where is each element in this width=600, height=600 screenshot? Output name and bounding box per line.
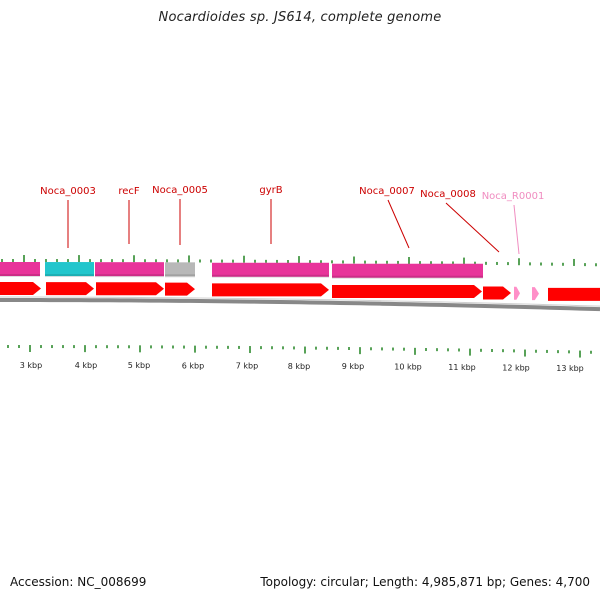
scale-label: 10 kbp (394, 362, 422, 371)
feature-bar (95, 262, 164, 277)
scale-label: 12 kbp (502, 363, 530, 372)
gene-label: Noca_0007 (359, 186, 415, 197)
feature-bar (165, 262, 195, 277)
backbone-highlight (0, 296, 600, 307)
scale-label: 3 kbp (20, 361, 42, 370)
cds-arrow (548, 287, 600, 301)
cds-arrow (212, 283, 329, 297)
gene-labels: Noca_0003 recF Noca_0005 gyrB Noca_0007 Noca_… (40, 185, 544, 202)
scale-label: 13 kbp (556, 364, 584, 373)
feature-bar (332, 263, 483, 278)
leader-line (445, 202, 500, 253)
backbone-line (0, 298, 600, 312)
feature-bar-shade (212, 274, 329, 278)
cds-arrow (96, 282, 164, 296)
gene-label: Noca_0008 (420, 189, 476, 200)
feature-tracks (0, 262, 600, 301)
gene-label: recF (118, 186, 140, 197)
feature-bar (45, 262, 94, 277)
rna-arrow (514, 286, 520, 300)
gene-label: Noca_R0001 (482, 191, 545, 202)
cds-arrow (0, 282, 41, 296)
scale-labels: 3 kbp 4 kbp 5 kbp 6 kbp 7 kbp 8 kbp 9 kbp 10 kb… (20, 361, 584, 373)
scale-tick-track (7, 345, 592, 358)
accession-text: Accession: NC_008699 (10, 575, 147, 589)
map-title: Nocardioides sp. JS614, complete genome (158, 10, 442, 25)
feature-bar (0, 262, 40, 277)
feature-bar-shade (165, 274, 195, 278)
feature-bar-shade (45, 274, 94, 278)
gene-label: Noca_0005 (152, 185, 208, 196)
cds-arrow (483, 286, 511, 300)
feature-bar-shade (95, 274, 164, 278)
scale-label: 7 kbp (236, 362, 258, 371)
genome-summary-text: Topology: circular; Length: 4,985,871 bp… (260, 575, 590, 589)
leader-line (513, 204, 520, 255)
scale-label: 11 kbp (448, 363, 476, 372)
scale-label: 4 kbp (75, 361, 97, 370)
upper-tick-track (1, 255, 597, 267)
cds-arrow (332, 284, 482, 298)
cds-arrow (46, 282, 94, 296)
leader-line (387, 199, 410, 249)
genome-backbone (0, 296, 600, 312)
feature-bar-shade (0, 274, 40, 278)
feature-bar (212, 262, 329, 277)
scale-label: 6 kbp (182, 361, 204, 370)
cds-arrow (165, 282, 195, 296)
scale-label: 9 kbp (342, 362, 364, 371)
scale-label: 5 kbp (128, 361, 150, 370)
gene-label: Noca_0003 (40, 186, 96, 197)
feature-bar-shade (332, 275, 483, 279)
rna-arrow (532, 287, 539, 301)
label-leader-lines (67, 199, 520, 255)
scale-label: 8 kbp (288, 362, 310, 371)
gene-label: gyrB (259, 185, 282, 196)
